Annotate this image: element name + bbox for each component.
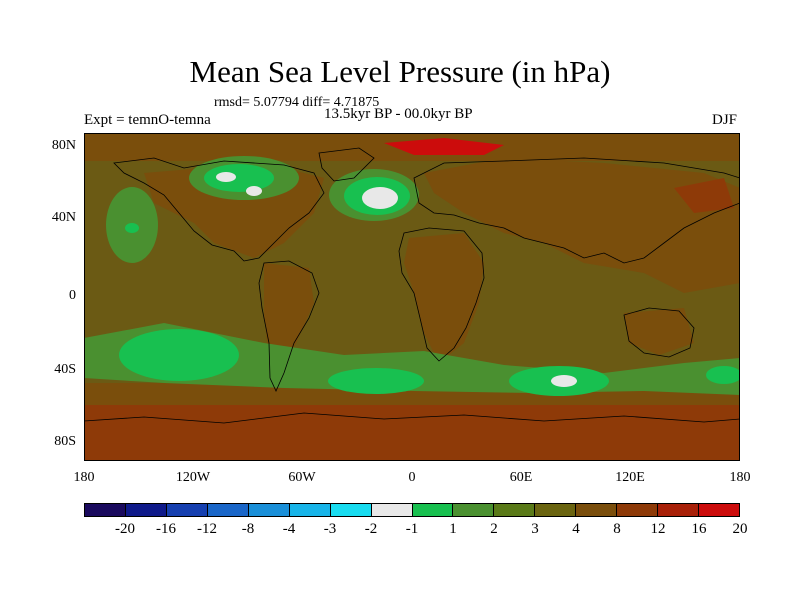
colorbar-box <box>371 504 413 516</box>
colorbar-label: 20 <box>732 521 748 537</box>
lon-label: 180 <box>73 470 95 485</box>
siberia-hotspot <box>674 178 734 213</box>
colorbar-label: 16 <box>691 521 707 537</box>
north-pacific-core <box>125 223 139 233</box>
coastlines <box>84 147 740 424</box>
lat-label: 80S <box>54 434 76 449</box>
map-frame <box>84 133 740 461</box>
colorbar-label: -20 <box>115 521 135 537</box>
colorbar-label: 12 <box>650 521 666 537</box>
colorbar-box <box>166 504 208 516</box>
lon-label: 120W <box>175 470 211 485</box>
colorbar-box <box>85 504 126 516</box>
namerica-coast <box>113 157 325 262</box>
colorbar-label: -16 <box>156 521 176 537</box>
australia-coast <box>623 307 695 358</box>
arctic-hotspot <box>384 138 504 155</box>
lat-label: 80N <box>51 138 76 153</box>
antarctica-coast <box>84 412 740 424</box>
canada-white-1 <box>216 172 236 182</box>
colorbar-box <box>125 504 167 516</box>
chart-title: Mean Sea Level Pressure (in hPa) <box>189 54 611 89</box>
colorbar-label: 1 <box>449 521 457 537</box>
colorbar-label: -3 <box>323 521 337 537</box>
eurasia-region <box>424 158 740 293</box>
colorbar-box <box>248 504 290 516</box>
colorbar-box <box>535 504 577 516</box>
africa-coast <box>398 227 485 362</box>
colorbar-box <box>494 504 536 516</box>
colorbar-box <box>453 504 495 516</box>
australia-region <box>624 308 694 355</box>
colorbar-label: 8 <box>613 521 621 537</box>
colorbar-label: 3 <box>531 521 539 537</box>
colorbar-label: -12 <box>197 521 217 537</box>
greenland-coast <box>318 147 375 182</box>
lon-label: 60E <box>509 470 533 485</box>
period-label: 13.5kyr BP - 00.0kyr BP <box>324 106 473 122</box>
colorbar-box <box>289 504 331 516</box>
antarctic-band <box>84 403 740 461</box>
lat-label: 40S <box>54 362 76 377</box>
south-indian-white <box>551 375 577 387</box>
colorbar-box <box>412 504 454 516</box>
season-label: DJF <box>712 112 738 128</box>
lon-label: 120E <box>615 470 645 485</box>
colorbar-box <box>658 504 700 516</box>
colorbar-label: -8 <box>241 521 255 537</box>
lon-label: 60W <box>288 470 316 485</box>
experiment-label: Expt = temnO-temna <box>84 112 211 128</box>
pressure-map <box>84 133 740 461</box>
lat-label: 40N <box>51 210 76 225</box>
colorbar <box>84 503 740 517</box>
south-pacific-core <box>119 329 239 381</box>
samerica-coast <box>258 260 320 392</box>
south-atlantic-core <box>328 368 424 394</box>
colorbar-box <box>576 504 618 516</box>
canada-core <box>204 164 274 192</box>
east-indian-core <box>706 366 740 384</box>
colorbar-label: -2 <box>364 521 378 537</box>
eurasia-coast <box>413 157 740 264</box>
colorbar-box <box>617 504 659 516</box>
colorbar-box <box>330 504 372 516</box>
colorbar-box <box>699 504 739 516</box>
stats-text: rmsd= 5.07794 diff= 4.71875 <box>214 95 380 110</box>
lon-label: 0 <box>408 470 416 485</box>
colorbar-label: 2 <box>490 521 498 537</box>
colorbar-box <box>207 504 249 516</box>
lat-label: 0 <box>69 288 76 303</box>
north-atlantic-white <box>362 187 398 209</box>
africa-region <box>404 233 484 363</box>
canada-white-2 <box>246 186 262 196</box>
colorbar-label: 4 <box>572 521 580 537</box>
lon-label: 180 <box>729 470 751 485</box>
colorbar-label: -1 <box>405 521 419 537</box>
colorbar-label: -4 <box>282 521 296 537</box>
